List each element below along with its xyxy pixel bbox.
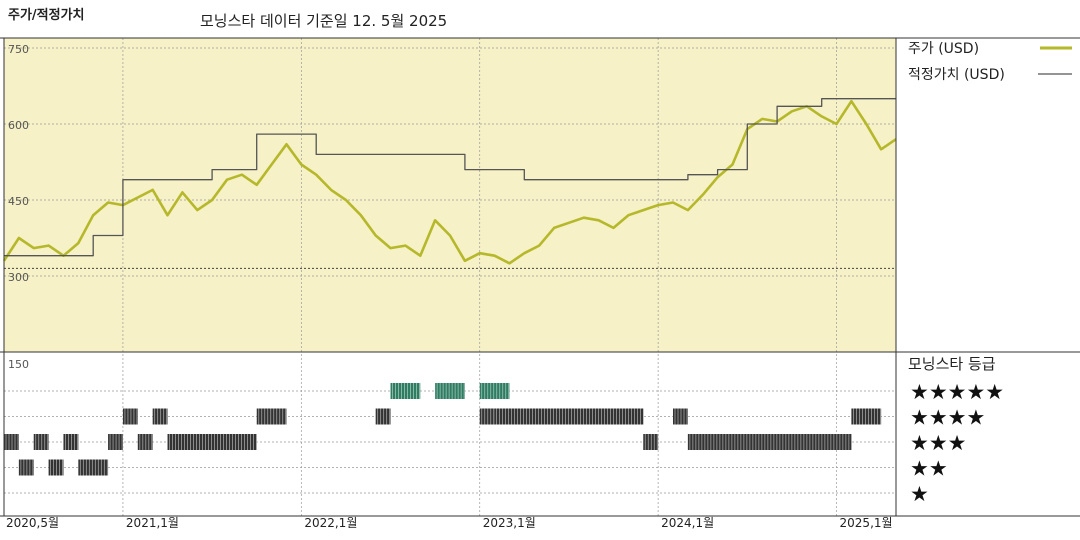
rating-segment-2-star	[78, 459, 109, 476]
rating-level-5-star: ★★★★★	[910, 380, 1004, 404]
rating-segment-4-star	[122, 408, 138, 425]
rating-segment-3-star	[33, 434, 49, 450]
rating-segment-5-star	[390, 383, 421, 399]
x-tick-label: 2022,1월	[304, 516, 357, 530]
y-tick-label: 300	[8, 271, 29, 284]
rating-segment-3-star	[108, 434, 123, 450]
rating-segment-4-star	[256, 408, 287, 425]
x-tick-label: 2020,5월	[6, 516, 59, 530]
x-tick-label: 2023,1월	[483, 516, 536, 530]
rating-level-2-star: ★★	[910, 457, 948, 481]
x-tick-label: 2024,1월	[661, 516, 714, 530]
y-tick-label: 750	[8, 43, 29, 56]
rating-segment-4-star	[494, 408, 644, 425]
rating-panel-title: 모닝스타 등급	[908, 355, 996, 373]
rating-segment-5-star	[435, 383, 465, 399]
rating-segment-2-star	[48, 459, 64, 476]
source-note: 모닝스타 데이터 기준일 12. 5월 2025	[200, 12, 448, 30]
x-tick-label: 2025,1월	[840, 516, 893, 530]
rating-segment-2-star	[18, 459, 34, 476]
rating-segment-4-star	[152, 408, 168, 425]
rating-segment-4-star	[375, 408, 391, 425]
legend-label-fair-value: 적정가치 (USD)	[908, 67, 1005, 83]
y-tick-label: 150	[8, 358, 29, 371]
fair-value-line	[4, 98, 896, 257]
rating-segment-4-star	[851, 408, 882, 425]
rating-level-4-star: ★★★★	[910, 406, 985, 430]
y-tick-label: 600	[8, 119, 29, 132]
rating-segment-3-star	[63, 434, 79, 450]
rating-segment-3-star	[167, 434, 257, 450]
y-tick-label: 450	[8, 195, 29, 208]
rating-segment-3-star	[137, 434, 153, 450]
chart-title: 주가/적정가치	[8, 8, 85, 23]
rating-segment-3-star	[4, 434, 19, 450]
rating-segment-4-star	[673, 408, 688, 425]
x-tick-label: 2021,1월	[126, 516, 179, 530]
rating-level-3-star: ★★★	[910, 431, 966, 455]
rating-segment-3-star	[687, 434, 852, 450]
rating-level-1-star: ★	[910, 482, 929, 506]
price-plot-background	[4, 38, 896, 352]
rating-segment-4-star	[479, 408, 495, 425]
rating-segment-3-star	[643, 434, 659, 450]
rating-segment-5-star	[479, 383, 510, 399]
legend-label-price: 주가 (USD)	[908, 41, 979, 57]
